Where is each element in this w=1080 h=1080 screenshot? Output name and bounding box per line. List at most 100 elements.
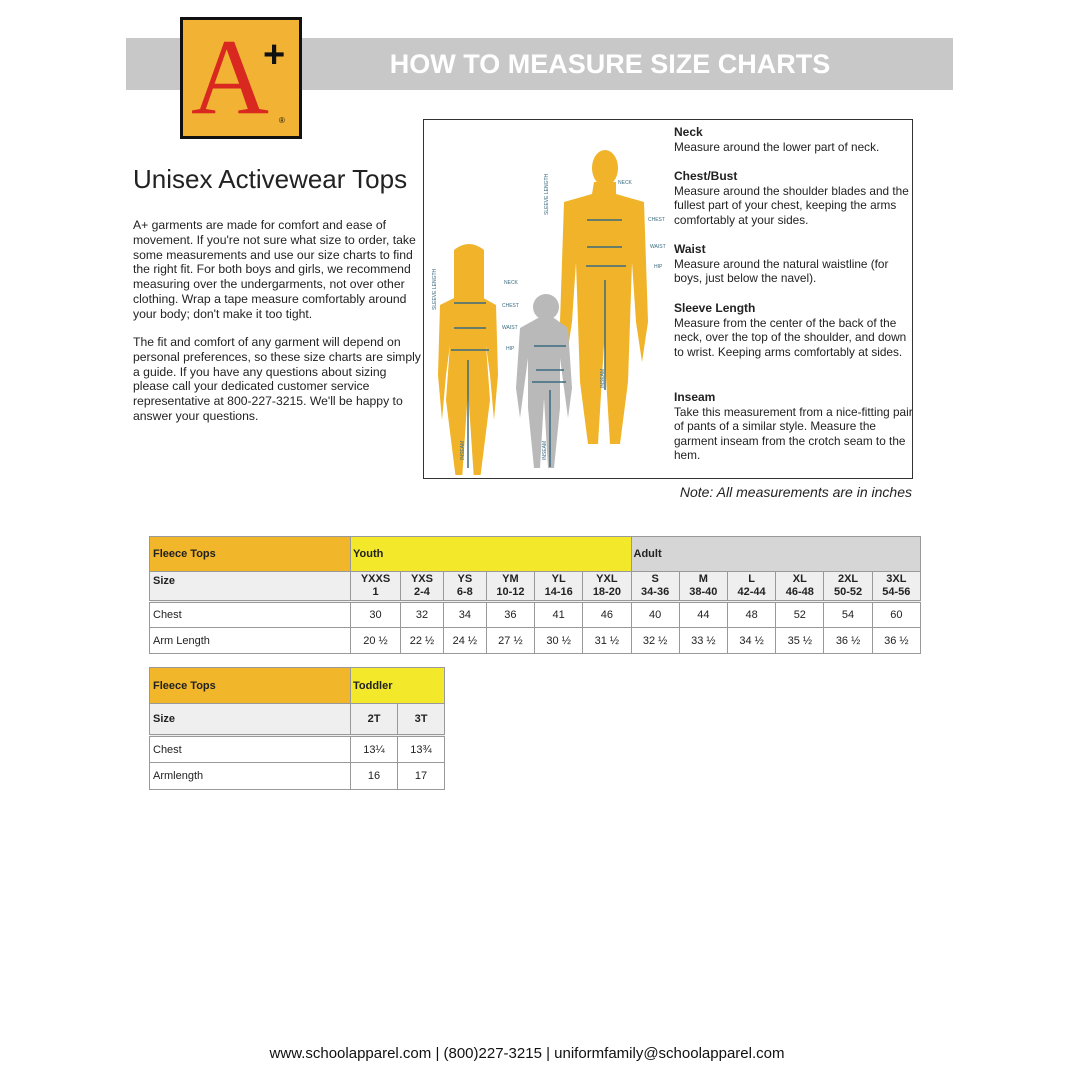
label-chest: CHEST xyxy=(502,303,519,309)
body-silhouettes xyxy=(438,150,648,475)
child-figure xyxy=(516,294,572,468)
cell: 13¾ xyxy=(397,735,445,763)
brand-logo: A + ® xyxy=(180,17,302,139)
cell: 46 xyxy=(582,601,632,628)
definition-neck: Neck Measure around the lower part of nec… xyxy=(674,125,880,154)
size-range: 1 xyxy=(372,586,379,598)
size-range: 14-16 xyxy=(544,586,573,598)
table-row: Chest 30 32 34 36 41 46 40 44 48 52 54 60 xyxy=(149,601,922,628)
size-code: S xyxy=(651,573,659,585)
cell: 36 ½ xyxy=(871,627,922,654)
cell: 60 xyxy=(871,601,922,628)
cell: 17 xyxy=(397,762,445,790)
fleece-tops-size-table: Fleece Tops Youth Adult Size YXXS 1 YXS 2-4 Y… xyxy=(149,536,922,654)
size-header: YXL 18-20 xyxy=(582,571,632,603)
size-code: 3XL xyxy=(886,573,907,585)
cell: 30 xyxy=(349,601,402,628)
size-range: 46-48 xyxy=(785,586,814,598)
definition-waist: Waist Measure around the natural waistlin… xyxy=(674,242,889,286)
label-neck: NECK xyxy=(504,280,518,286)
cell: 35 ½ xyxy=(775,627,825,654)
header-title: HOW TO MEASURE SIZE CHARTS xyxy=(389,49,831,79)
label-inseam: INSEAM xyxy=(460,440,466,460)
definition-chest: Chest/Bust Measure around the shoulder bl… xyxy=(674,169,909,227)
cell: 34 ½ xyxy=(726,627,777,654)
cell: 13¼ xyxy=(350,735,398,763)
size-range: 18-20 xyxy=(592,586,621,598)
size-code: YM xyxy=(502,573,519,585)
size-header: YL 14-16 xyxy=(534,571,584,603)
size-label: Size xyxy=(149,703,351,737)
table-row: Armlength 16 17 xyxy=(149,762,445,790)
row-label: Armlength xyxy=(149,762,351,790)
size-header: YS 6-8 xyxy=(442,571,487,603)
row-label: Chest xyxy=(149,601,351,628)
cell: 32 ½ xyxy=(630,627,680,654)
cell: 54 xyxy=(823,601,873,628)
group-toddler: Toddler xyxy=(350,667,445,704)
label-hip: HIP xyxy=(654,264,663,270)
table-row: Chest 13¼ 13¾ xyxy=(149,735,445,763)
cell: 27 ½ xyxy=(485,627,536,654)
label-sleeve: SLEEVE LENGTH xyxy=(432,268,438,310)
size-header: L 42-44 xyxy=(726,571,777,603)
size-code: 2XL xyxy=(837,573,859,585)
cell: 36 xyxy=(485,601,536,628)
size-range: 50-52 xyxy=(833,586,863,598)
label-neck: NECK xyxy=(618,180,632,186)
label-waist: WAIST xyxy=(650,244,666,250)
toddler-size-table: Fleece Tops Toddler Size 2T 3T Chest 13¼ 13¾… xyxy=(149,667,445,790)
cell: 20 ½ xyxy=(349,627,402,654)
label-sleeve: SLEEVE LENGTH xyxy=(544,173,550,215)
size-range: 6-8 xyxy=(456,586,473,598)
size-header: 3T xyxy=(397,703,445,737)
definition-sleeve: Sleeve Length Measure from the center of … xyxy=(674,301,907,359)
cell: 36 ½ xyxy=(823,627,873,654)
size-label: Size xyxy=(149,571,351,603)
size-header: 2XL 50-52 xyxy=(823,571,873,603)
label-inseam: INSEAM xyxy=(600,368,606,388)
intro-paragraph: The fit and comfort of any garment will … xyxy=(133,335,421,423)
label-hip: HIP xyxy=(506,346,515,352)
size-code: YXXS xyxy=(360,573,391,585)
cell: 34 xyxy=(442,601,487,628)
size-code: YS xyxy=(457,573,473,585)
row-label: Arm Length xyxy=(149,627,351,654)
label-chest: CHEST xyxy=(648,217,665,223)
cell: 52 xyxy=(775,601,825,628)
size-header: S 34-36 xyxy=(630,571,680,603)
measurement-note: Note: All measurements are in inches xyxy=(679,484,912,500)
size-code: L xyxy=(748,573,755,585)
size-code: YL xyxy=(551,573,566,585)
page-title: Unisex Activewear Tops xyxy=(133,164,408,194)
size-header: YM 10-12 xyxy=(485,571,536,603)
adult-figure xyxy=(560,150,648,444)
row-label: Chest xyxy=(149,735,351,763)
group-youth: Youth xyxy=(350,536,632,572)
size-header: XL 46-48 xyxy=(775,571,825,603)
cell: 48 xyxy=(726,601,777,628)
size-header: 3XL 54-56 xyxy=(871,571,922,603)
cell: 33 ½ xyxy=(678,627,728,654)
cell: 41 xyxy=(534,601,584,628)
cell: 16 xyxy=(350,762,398,790)
size-range: 38-40 xyxy=(689,586,718,598)
intro-paragraph: A+ garments are made for comfort and eas… xyxy=(133,218,416,321)
size-code: YXS xyxy=(410,573,433,585)
size-range: 10-12 xyxy=(496,586,525,598)
footer-contact: www.schoolapparel.com | (800)227-3215 | … xyxy=(269,1045,785,1062)
size-header: YXS 2-4 xyxy=(400,571,444,603)
cell: 44 xyxy=(678,601,728,628)
label-inseam: INSEAM xyxy=(542,440,548,460)
cell: 24 ½ xyxy=(442,627,487,654)
size-range: 2-4 xyxy=(414,586,430,598)
definition-inseam: Inseam Take this measurement from a nice-… xyxy=(674,390,913,463)
size-header: 2T xyxy=(350,703,398,737)
size-range: 42-44 xyxy=(737,586,766,598)
label-waist: WAIST xyxy=(502,325,518,331)
cell: 31 ½ xyxy=(582,627,632,654)
cell: 30 ½ xyxy=(534,627,584,654)
size-header: M 38-40 xyxy=(678,571,728,603)
cell: 32 xyxy=(400,601,444,628)
measurement-diagram: NECK CHEST WAIST HIP NECK CHEST WAIST HI… xyxy=(423,119,913,479)
